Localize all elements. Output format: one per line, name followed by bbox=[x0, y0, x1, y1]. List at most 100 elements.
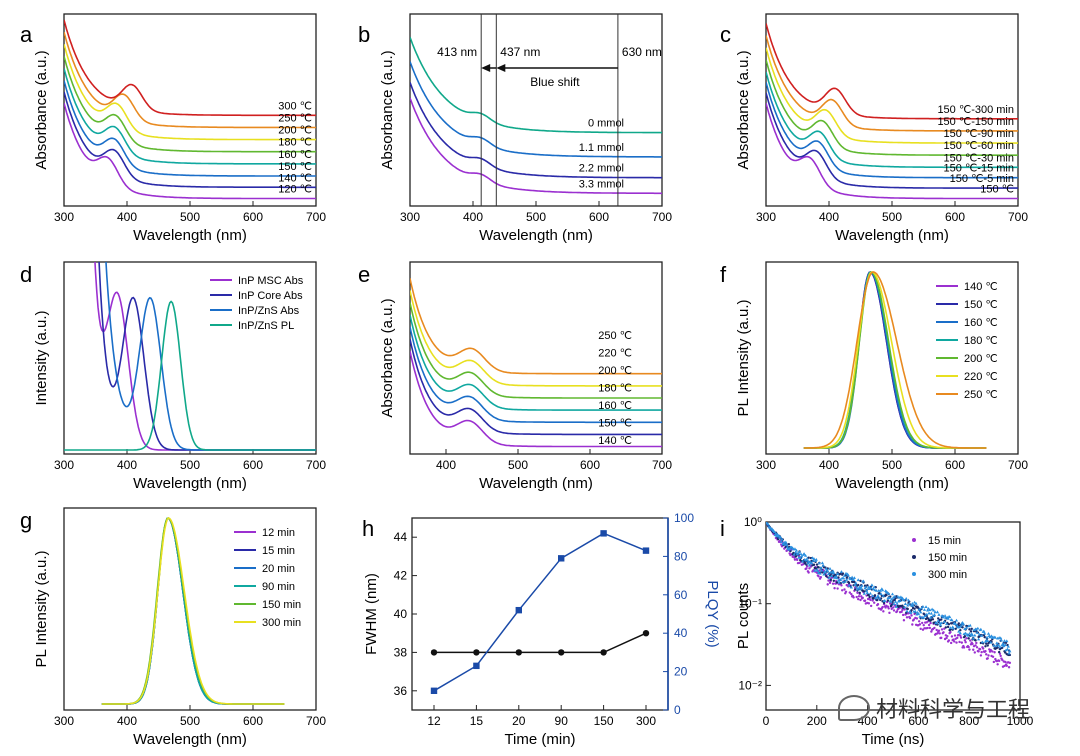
y-axis-label-e: Absorbance (a.u.) bbox=[379, 298, 396, 417]
series-label-e-4: 200 ℃ bbox=[598, 365, 632, 377]
data-point-i-1 bbox=[947, 623, 951, 626]
data-point-i-2 bbox=[986, 631, 991, 635]
data-point-i-0 bbox=[963, 639, 967, 642]
data-point-i-2 bbox=[986, 639, 990, 642]
data-point-i-1 bbox=[986, 644, 989, 647]
legend-label-f-1: 150 ℃ bbox=[964, 299, 998, 311]
series-label-c-0: 150 ℃ bbox=[980, 184, 1014, 196]
data-point-i-1 bbox=[863, 590, 866, 593]
series-label-c-5: 150 ℃-90 min bbox=[944, 128, 1014, 140]
y2-tick-label-h: 0 bbox=[674, 703, 681, 717]
data-point-i-2 bbox=[913, 609, 917, 613]
x-axis-label-a: Wavelength (nm) bbox=[133, 227, 247, 244]
panel-label-e: e bbox=[358, 262, 370, 287]
data-point-i-2 bbox=[842, 576, 846, 580]
data-point-i-2 bbox=[1005, 639, 1009, 643]
x-tick-label-i: 200 bbox=[807, 714, 827, 728]
data-point-i-1 bbox=[901, 604, 904, 607]
data-point-i-1 bbox=[876, 598, 879, 602]
data-point-i-1 bbox=[853, 580, 856, 584]
x-tick-label-f: 600 bbox=[945, 458, 965, 472]
data-point-i-1 bbox=[857, 583, 860, 587]
data-point-i-1 bbox=[882, 601, 886, 605]
data-point-i-0 bbox=[817, 575, 820, 578]
x-tick-label-i: 800 bbox=[959, 714, 979, 728]
x-tick-label-e: 600 bbox=[580, 458, 600, 472]
data-point-i-2 bbox=[982, 629, 986, 633]
data-point-i-1 bbox=[835, 581, 839, 584]
x-tick-label-c: 600 bbox=[945, 210, 965, 224]
y-tick-label-h: 36 bbox=[394, 684, 408, 698]
data-point-i-0 bbox=[955, 641, 958, 644]
legend-label-g-4: 150 min bbox=[262, 599, 301, 611]
data-point-i-0 bbox=[984, 649, 987, 653]
data-point-i-2 bbox=[881, 594, 885, 597]
data-point-i-2 bbox=[868, 591, 872, 595]
data-point-i-0 bbox=[991, 650, 994, 653]
data-point-i-0 bbox=[841, 589, 844, 592]
data-point-i-0 bbox=[867, 602, 871, 605]
series-line-b-0 bbox=[410, 97, 662, 195]
data-point-i-2 bbox=[919, 610, 923, 614]
data-point-i-0 bbox=[967, 645, 970, 649]
panel-label-a: a bbox=[20, 22, 33, 47]
data-point-i-2 bbox=[971, 636, 975, 640]
data-point-i-2 bbox=[925, 608, 930, 612]
data-point-i-2 bbox=[959, 624, 963, 627]
data-point-i-2 bbox=[883, 599, 887, 602]
data-point-i-0 bbox=[959, 634, 962, 637]
data-point-i-0 bbox=[855, 595, 858, 599]
data-point-i-0 bbox=[968, 648, 971, 651]
legend-label-f-3: 180 ℃ bbox=[964, 335, 998, 347]
legend-label-f-5: 220 ℃ bbox=[964, 371, 998, 383]
data-point-i-0 bbox=[807, 571, 810, 574]
series-line-e-4 bbox=[410, 302, 662, 399]
y2-tick-label-h: 100 bbox=[674, 511, 694, 525]
data-point-i-1 bbox=[984, 645, 987, 648]
data-point-i-0 bbox=[873, 601, 876, 604]
data-point-i-2 bbox=[964, 631, 968, 635]
series-label-b-1: 2.2 mmol bbox=[579, 163, 624, 175]
data-point-i-2 bbox=[885, 590, 889, 594]
data-point-i-0 bbox=[997, 659, 1001, 663]
data-point-i-2 bbox=[868, 587, 872, 591]
data-point-i-2 bbox=[810, 556, 815, 560]
x-tick-label-f: 300 bbox=[756, 458, 776, 472]
data-point-i-0 bbox=[901, 608, 904, 612]
data-point-i-0 bbox=[953, 634, 957, 637]
data-point-i-1 bbox=[872, 597, 875, 600]
data-point-i-1 bbox=[997, 650, 1001, 654]
annotation-630: 630 nm bbox=[622, 45, 662, 59]
data-point-i-2 bbox=[924, 605, 928, 609]
data-point-i-0 bbox=[1004, 660, 1007, 664]
x-tick-label-b: 700 bbox=[652, 210, 672, 224]
data-point-i-2 bbox=[894, 605, 898, 608]
data-point-i-0 bbox=[852, 596, 855, 599]
data-point-i-1 bbox=[858, 591, 861, 595]
data-point-i-0 bbox=[940, 628, 944, 631]
data-point-i-0 bbox=[915, 617, 919, 620]
data-point-i-2 bbox=[766, 522, 770, 526]
data-point-i-0 bbox=[949, 630, 952, 634]
data-point-i-2 bbox=[874, 596, 878, 600]
data-point-i-2 bbox=[957, 625, 962, 629]
y-axis-label-i: PL counts bbox=[735, 583, 752, 649]
data-point-i-0 bbox=[926, 626, 929, 630]
x-tick-label-f: 500 bbox=[882, 458, 902, 472]
x-tick-label-c: 300 bbox=[756, 210, 776, 224]
data-point-i-0 bbox=[819, 575, 823, 579]
data-point-i-2 bbox=[869, 586, 873, 590]
x-tick-label-h: 150 bbox=[594, 714, 614, 728]
y2-tick-label-h: 80 bbox=[674, 549, 688, 563]
y2-tick-label-h: 40 bbox=[674, 626, 688, 640]
data-point-i-1 bbox=[832, 579, 836, 582]
data-point-i-0 bbox=[978, 648, 982, 651]
data-point-i-2 bbox=[797, 550, 802, 554]
data-point-i-1 bbox=[866, 584, 869, 587]
data-point-i-2 bbox=[930, 607, 934, 611]
data-point-i-2 bbox=[860, 584, 864, 587]
x-axis-label-f: Wavelength (nm) bbox=[835, 475, 949, 492]
x-axis-label-g: Wavelength (nm) bbox=[133, 731, 247, 748]
data-point-i-0 bbox=[912, 618, 916, 621]
data-point-i-2 bbox=[988, 635, 992, 639]
